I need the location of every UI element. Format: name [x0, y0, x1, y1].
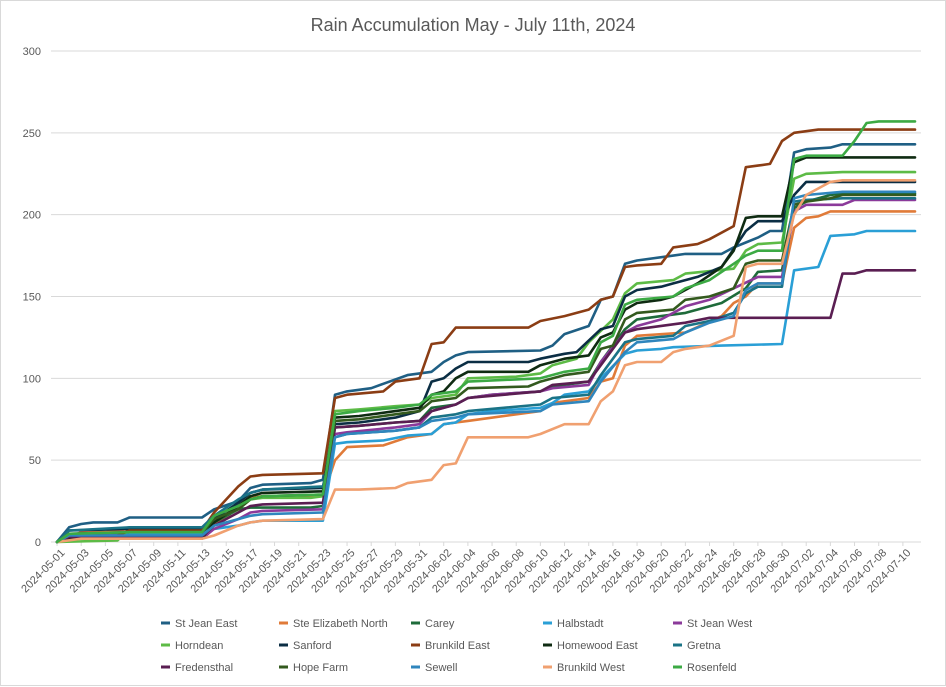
legend-item: Ste Elizabeth North: [279, 618, 388, 630]
series-line-homewood-east: [55, 156, 917, 544]
y-axis-ticks: 0 50 100 150 200 250 300: [23, 46, 41, 549]
legend-label: St Jean West: [687, 618, 752, 630]
legend-label: Brunkild West: [557, 662, 625, 674]
legend-item: Homewood East: [543, 640, 638, 652]
y-tick-label: 100: [23, 373, 41, 385]
legend-label: St Jean East: [175, 618, 237, 630]
legend: St Jean East Ste Elizabeth North Carey Halb…: [161, 618, 752, 674]
y-tick-label: 200: [23, 210, 41, 222]
legend-item: Sewell: [411, 662, 457, 674]
series-line-sewell: [55, 190, 917, 544]
chart-title: Rain Accumulation May - July 11th, 2024: [311, 15, 636, 35]
legend-item: Carey: [411, 618, 455, 630]
legend-label: Fredensthal: [175, 662, 233, 674]
legend-item: Horndean: [161, 640, 223, 652]
legend-label: Carey: [425, 618, 455, 630]
series-line-brunkild-east: [55, 128, 917, 544]
series-line-fredensthal: [55, 269, 917, 544]
legend-label: Hope Farm: [293, 662, 348, 674]
series-line-brunkild-west: [55, 179, 917, 544]
legend-label: Halbstadt: [557, 618, 603, 630]
legend-label: Ste Elizabeth North: [293, 618, 388, 630]
legend-item: Sanford: [279, 640, 332, 652]
series-line-st-jean-east: [55, 143, 917, 544]
y-tick-label: 150: [23, 292, 41, 304]
legend-label: Rosenfeld: [687, 662, 737, 674]
legend-item: Hope Farm: [279, 662, 348, 674]
y-tick-label: 300: [23, 46, 41, 58]
legend-item: Brunkild West: [543, 662, 625, 674]
y-tick-label: 50: [29, 455, 41, 467]
legend-label: Sewell: [425, 662, 457, 674]
legend-label: Gretna: [687, 640, 722, 652]
legend-item: Gretna: [673, 640, 722, 652]
series-line-rosenfeld: [55, 120, 917, 544]
legend-label: Sanford: [293, 640, 332, 652]
legend-label: Homewood East: [557, 640, 638, 652]
series-lines: [55, 120, 917, 544]
legend-item: St Jean East: [161, 618, 237, 630]
legend-item: Brunkild East: [411, 640, 490, 652]
y-tick-label: 250: [23, 128, 41, 140]
legend-item: St Jean West: [673, 618, 752, 630]
series-line-gretna: [55, 197, 917, 544]
y-tick-label: 0: [35, 537, 41, 549]
x-axis-ticks: 2024-05-012024-05-032024-05-052024-05-07…: [19, 542, 913, 595]
legend-item: Halbstadt: [543, 618, 603, 630]
legend-item: Fredensthal: [161, 662, 233, 674]
legend-item: Rosenfeld: [673, 662, 737, 674]
legend-label: Brunkild East: [425, 640, 490, 652]
legend-label: Horndean: [175, 640, 223, 652]
